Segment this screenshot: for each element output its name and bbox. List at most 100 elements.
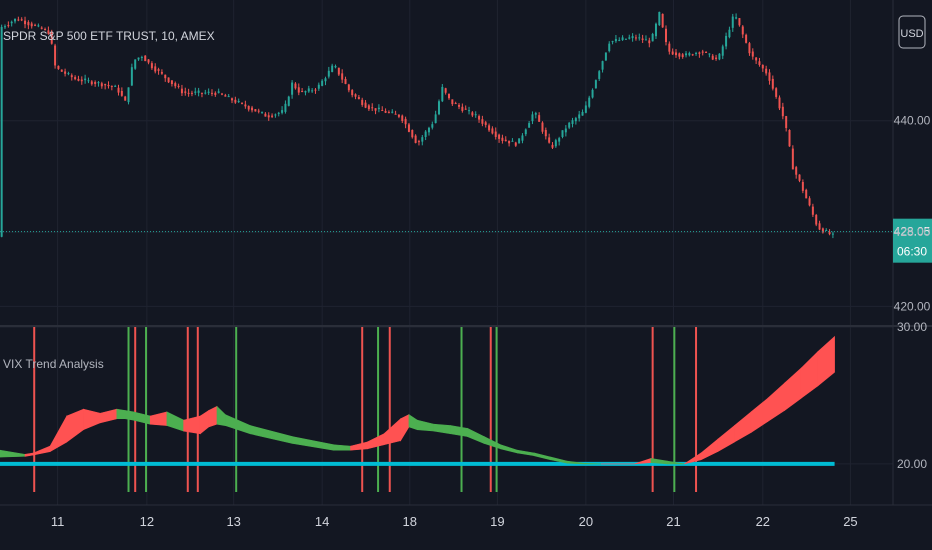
indicator-pane[interactable] — [0, 327, 835, 492]
candle — [738, 18, 741, 27]
candle-body — [781, 106, 784, 117]
candle — [324, 76, 327, 86]
candle — [17, 16, 20, 22]
candle-body — [114, 85, 117, 87]
candle — [10, 20, 13, 27]
candle — [521, 133, 524, 144]
candle — [831, 231, 834, 239]
candle-body — [37, 25, 40, 27]
candle — [237, 98, 240, 104]
candle-body — [554, 140, 557, 147]
candle — [381, 106, 384, 112]
candle — [34, 23, 37, 27]
candle-body — [407, 124, 410, 132]
candle-body — [334, 65, 337, 68]
candle-body — [374, 108, 377, 111]
candle-body — [254, 109, 257, 112]
candle — [654, 22, 657, 39]
candle — [174, 81, 177, 89]
time-tick-label: 14 — [315, 514, 329, 529]
candle — [37, 23, 40, 28]
candle-body — [768, 72, 771, 81]
candle-body — [638, 37, 641, 39]
candle — [458, 103, 461, 110]
candle-body — [801, 182, 804, 191]
candle — [57, 65, 60, 70]
candle-body — [544, 130, 547, 137]
currency-button[interactable]: USD — [898, 15, 926, 49]
candle-body — [508, 140, 511, 144]
candle-body — [725, 35, 728, 47]
candle — [461, 103, 464, 113]
candle — [124, 95, 127, 101]
candle-body — [721, 46, 724, 56]
candle — [110, 85, 113, 91]
ribbon-segment — [124, 410, 134, 421]
candle — [661, 13, 664, 28]
candle-body — [521, 135, 524, 141]
candle — [427, 126, 430, 136]
candle — [614, 34, 617, 43]
candle — [267, 112, 270, 121]
candle — [531, 111, 534, 125]
candle-body — [60, 69, 63, 72]
candle-body — [608, 43, 611, 52]
candle — [391, 109, 394, 114]
candle — [828, 229, 831, 236]
time-tick-label: 21 — [666, 514, 680, 529]
candle — [334, 64, 337, 69]
candle-body — [317, 84, 320, 89]
price-tick-label: 420.00 — [894, 299, 931, 313]
candle — [327, 66, 330, 79]
candle — [805, 188, 808, 199]
candle-body — [47, 30, 50, 34]
candle — [528, 121, 531, 128]
candle — [568, 121, 571, 130]
candle-body — [304, 91, 307, 93]
candle-body — [748, 43, 751, 54]
candle-body — [745, 34, 748, 43]
candle-body — [484, 122, 487, 125]
candle-body — [257, 110, 260, 112]
candle-body — [678, 53, 681, 57]
candle — [631, 33, 634, 42]
candle — [688, 51, 691, 57]
candle-body — [231, 98, 234, 101]
candle-body — [397, 114, 400, 117]
candle-body — [785, 116, 788, 128]
candle-body — [394, 113, 397, 115]
candle — [277, 111, 280, 117]
time-tick-label: 19 — [490, 514, 504, 529]
candle — [791, 145, 794, 170]
candle — [344, 76, 347, 85]
candle — [97, 81, 100, 87]
countdown-label: 06:30 — [897, 245, 927, 259]
candle-body — [134, 59, 137, 69]
candle — [671, 48, 674, 56]
candle — [695, 51, 698, 56]
candle-body — [634, 37, 637, 39]
candle-body — [194, 91, 197, 93]
candle-body — [524, 129, 527, 135]
candle-body — [264, 113, 267, 117]
time-tick-label: 25 — [843, 514, 857, 529]
candle — [698, 51, 701, 58]
candle — [701, 49, 704, 56]
candle-body — [4, 26, 7, 28]
candle-body — [347, 84, 350, 91]
candle — [745, 33, 748, 44]
candle — [411, 129, 414, 139]
candle-body — [437, 101, 440, 115]
candle-body — [641, 38, 644, 40]
candle — [678, 52, 681, 60]
time-tick-label: 22 — [756, 514, 770, 529]
candle — [220, 92, 223, 96]
candle — [808, 196, 811, 207]
candle-body — [324, 78, 327, 82]
price-pane[interactable] — [0, 11, 893, 239]
candle — [718, 53, 721, 61]
candle-body — [825, 230, 828, 232]
candle-body — [771, 78, 774, 89]
candle-body — [70, 75, 73, 78]
candle-body — [344, 78, 347, 84]
